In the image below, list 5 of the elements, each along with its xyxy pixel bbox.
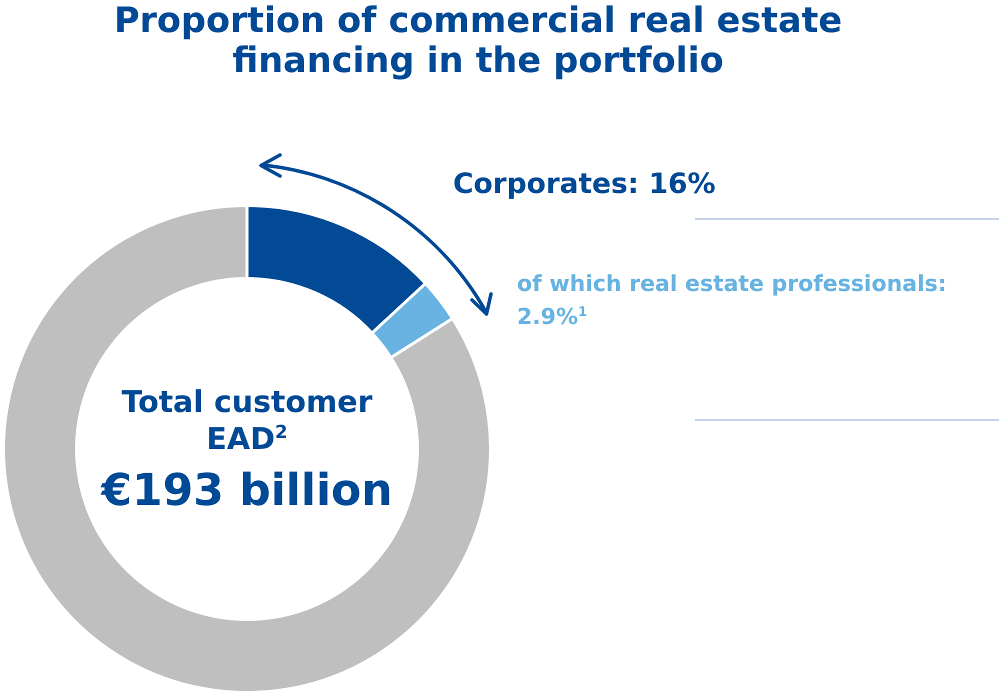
text: Total customer EAD$^{2}$ (122, 385, 372, 457)
slice-label: of which real estate professionals: 2.9%$^{1}$ (517, 272, 947, 330)
text: €193 billion (101, 465, 393, 516)
text: Corporates: 16% (453, 167, 716, 200)
chart-title: Proportion of commercial real estate financing in the portfolio (112, 1, 844, 81)
